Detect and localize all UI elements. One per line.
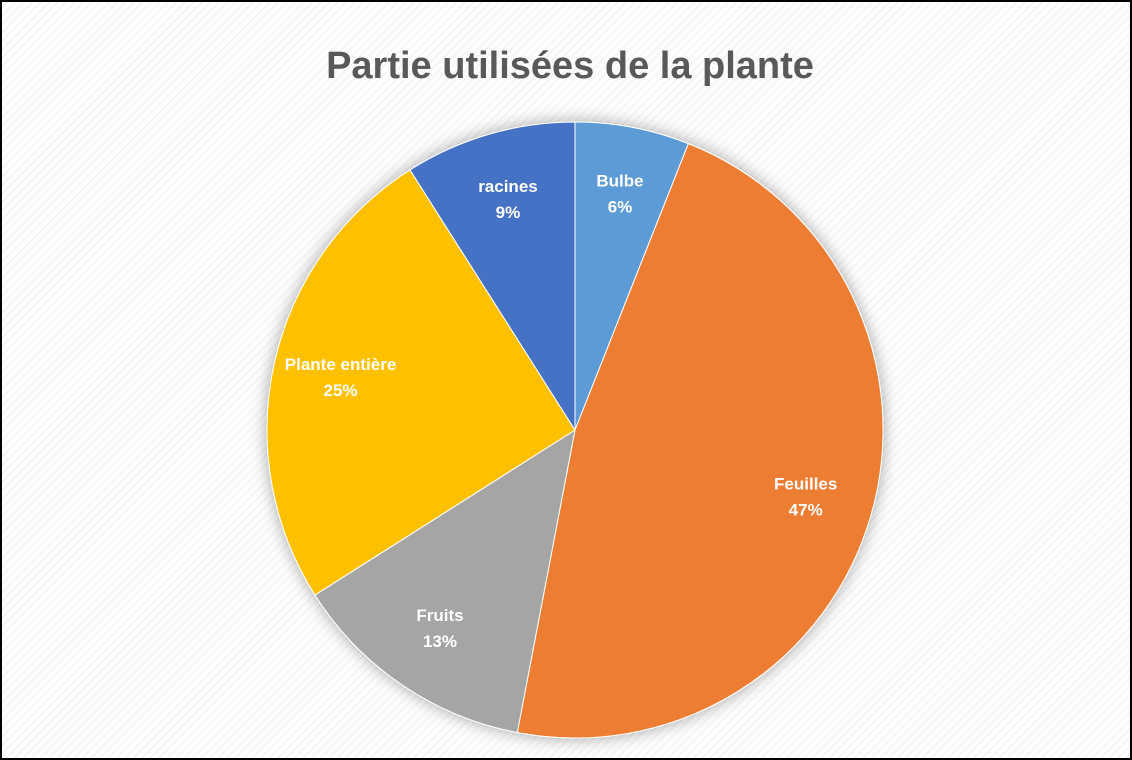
chart-title: Partie utilisées de la plante xyxy=(326,45,814,87)
slice-label-name: Plante entière xyxy=(285,355,397,374)
slice-label-value: 47% xyxy=(789,501,823,520)
slice-label-name: Fruits xyxy=(416,606,463,625)
slice-label-name: racines xyxy=(478,177,538,196)
pie-slice xyxy=(516,142,884,739)
slice-label-value: 13% xyxy=(423,632,457,651)
pie-slice xyxy=(266,169,576,596)
pie-slice xyxy=(409,121,576,432)
slice-label-value: 9% xyxy=(496,203,521,222)
slice-label-name: Feuilles xyxy=(774,475,837,494)
slice-label-value: 25% xyxy=(324,381,358,400)
pie-slice xyxy=(314,428,576,734)
pie xyxy=(266,121,884,739)
slice-label-name: Bulbe xyxy=(596,171,643,190)
slice-label-value: 6% xyxy=(608,197,633,216)
